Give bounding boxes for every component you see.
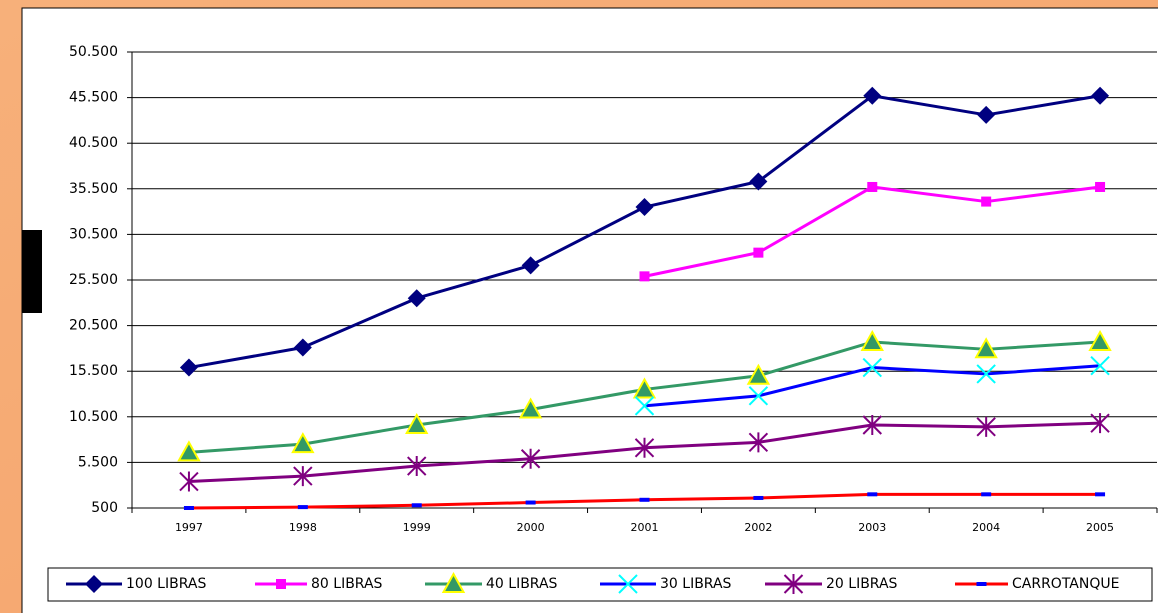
point-marker xyxy=(405,412,429,435)
point-marker xyxy=(1090,413,1110,434)
x-tick-label: 2005 xyxy=(1086,521,1114,534)
legend-label: 80 LIBRAS xyxy=(311,576,383,592)
y-tick-label: 35.500 xyxy=(69,181,118,197)
side-block xyxy=(22,230,42,313)
y-tick-label: 50.500 xyxy=(69,44,118,60)
point-marker xyxy=(860,329,884,352)
x-tick-label: 2002 xyxy=(744,521,772,534)
point-marker xyxy=(977,105,996,124)
y-tick-label: 5.500 xyxy=(78,454,118,470)
y-tick-label: 45.500 xyxy=(69,90,118,106)
legend-marker xyxy=(783,574,804,594)
legend-label: 20 LIBRAS xyxy=(826,576,898,592)
point-marker xyxy=(518,397,543,419)
x-tick-label: 1998 xyxy=(289,521,317,534)
point-marker xyxy=(748,386,769,406)
legend-marker xyxy=(618,574,638,594)
point-marker xyxy=(634,437,655,458)
point-marker xyxy=(976,364,996,384)
point-marker xyxy=(407,456,427,477)
point-marker xyxy=(632,377,657,399)
point-marker xyxy=(981,196,992,207)
y-tick-label: 40.500 xyxy=(69,135,118,151)
point-marker xyxy=(748,432,769,453)
x-tick-label: 2000 xyxy=(517,521,545,534)
point-marker xyxy=(639,497,650,502)
y-tick-label: 500 xyxy=(91,500,118,516)
point-marker xyxy=(639,271,650,282)
point-marker xyxy=(753,247,764,258)
legend-marker xyxy=(276,579,286,589)
point-marker xyxy=(520,448,541,469)
y-tick-label: 10.500 xyxy=(69,409,118,425)
chart-area xyxy=(21,7,1158,613)
point-marker xyxy=(293,338,312,357)
point-marker xyxy=(1088,329,1112,352)
point-marker xyxy=(407,289,426,308)
point-marker xyxy=(293,466,313,487)
legend-marker xyxy=(976,582,987,586)
point-marker xyxy=(867,181,878,192)
point-marker xyxy=(1095,181,1106,192)
point-marker xyxy=(974,337,998,359)
x-tick-label: 2003 xyxy=(858,521,886,534)
point-marker xyxy=(976,416,996,437)
point-marker xyxy=(291,432,315,454)
point-marker xyxy=(411,503,422,508)
legend-label: 30 LIBRAS xyxy=(660,576,732,592)
point-marker xyxy=(749,172,768,191)
point-marker xyxy=(521,256,540,275)
y-tick-label: 30.500 xyxy=(69,226,118,242)
y-tick-label: 15.500 xyxy=(69,363,118,379)
legend-marker xyxy=(85,575,103,593)
point-marker xyxy=(297,505,308,510)
x-tick-label: 1999 xyxy=(403,521,431,534)
y-tick-label: 25.500 xyxy=(69,272,118,288)
point-marker xyxy=(525,500,536,505)
point-marker xyxy=(634,396,655,416)
point-marker xyxy=(183,506,194,510)
point-marker xyxy=(863,86,882,105)
point-marker xyxy=(635,198,654,217)
point-marker xyxy=(1095,492,1106,497)
point-marker xyxy=(1091,86,1110,105)
point-marker xyxy=(179,471,199,492)
point-marker xyxy=(862,357,882,378)
point-marker xyxy=(746,363,771,385)
point-marker xyxy=(753,495,764,500)
x-tick-label: 2004 xyxy=(972,521,1000,534)
legend-label: 100 LIBRAS xyxy=(126,576,206,592)
point-marker xyxy=(179,358,198,377)
point-marker xyxy=(867,492,878,497)
point-marker xyxy=(177,440,201,462)
point-marker xyxy=(981,492,992,497)
point-marker xyxy=(862,415,882,436)
legend-marker xyxy=(441,571,466,593)
legend-label: 40 LIBRAS xyxy=(486,576,558,592)
point-marker xyxy=(1090,356,1110,376)
y-tick-label: 20.500 xyxy=(69,318,118,334)
x-tick-label: 2001 xyxy=(631,521,659,534)
x-tick-label: 1997 xyxy=(175,521,203,534)
legend-label: CARROTANQUE xyxy=(1012,576,1119,592)
